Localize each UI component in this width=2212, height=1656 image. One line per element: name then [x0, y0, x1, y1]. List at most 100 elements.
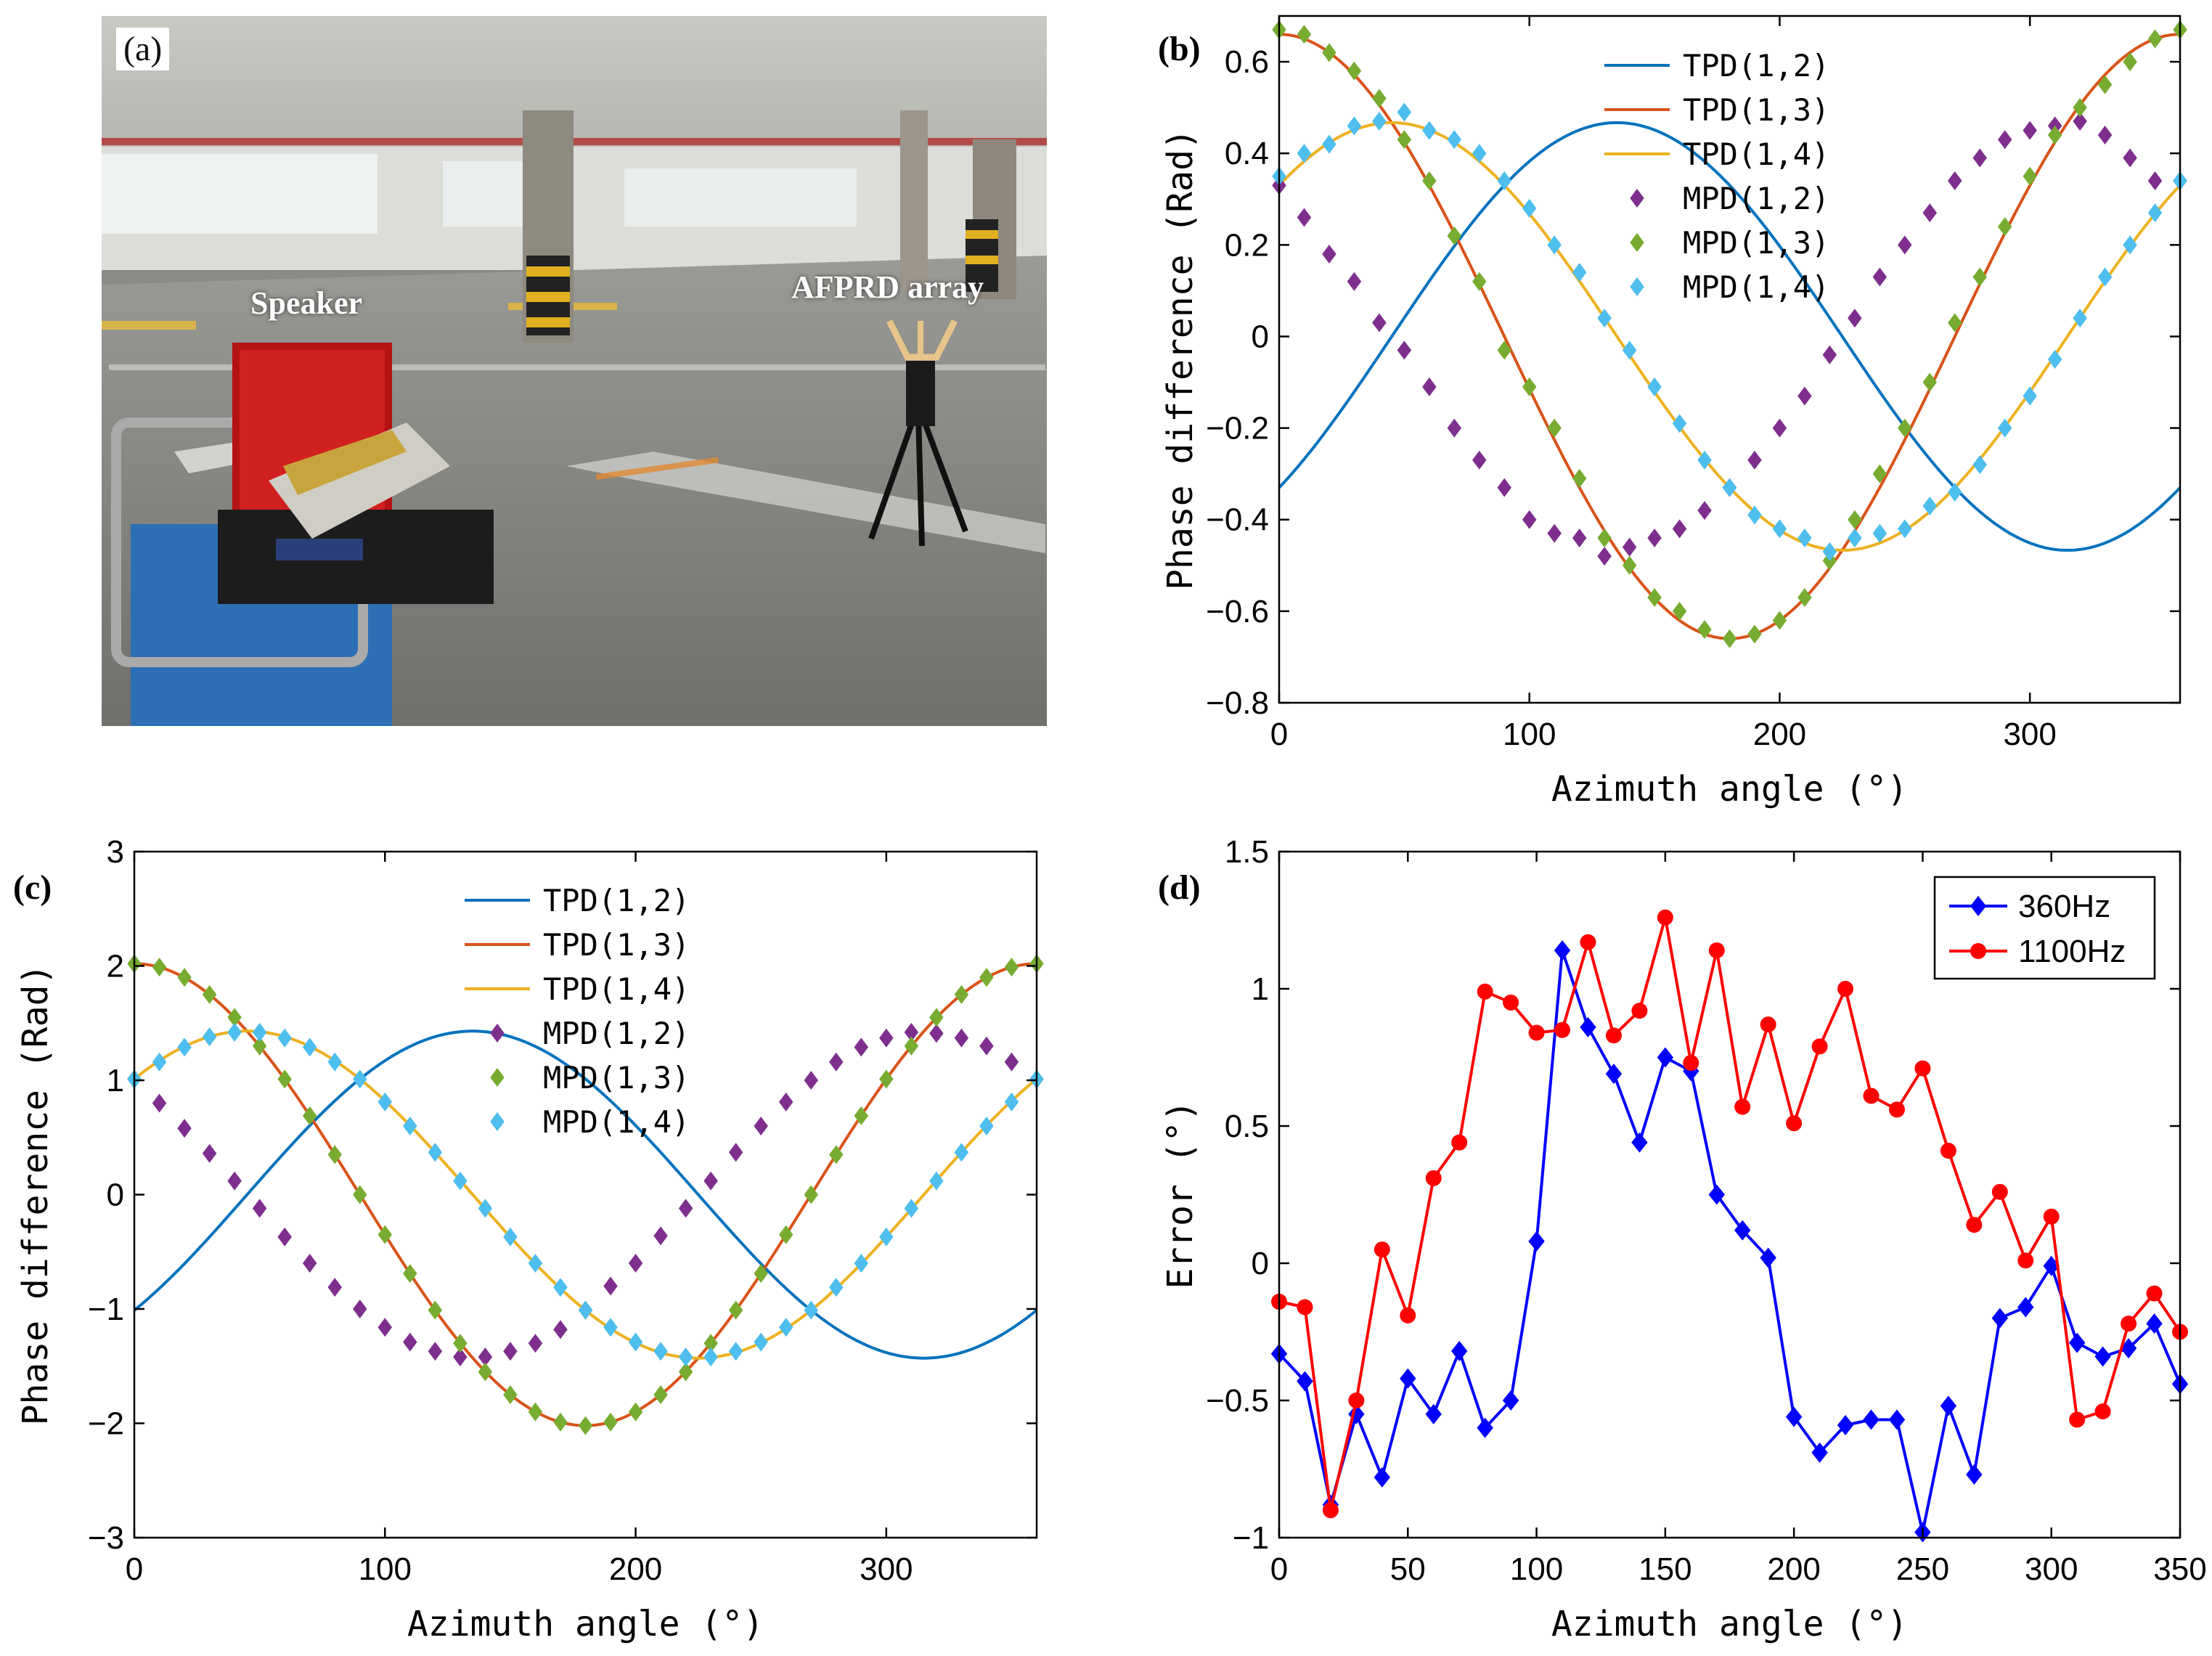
data-point-1100Hz	[1348, 1392, 1365, 1408]
y-tick-label: −0.5	[1206, 1383, 1269, 1419]
data-point-1100Hz	[1605, 1027, 1622, 1044]
data-point-MPD(1,3)	[578, 1416, 593, 1435]
data-point-MPD(1,4)	[2073, 309, 2087, 328]
series-line-TPD(1,4)	[133, 1029, 1038, 1360]
legend-label-MPD(1,2): MPD(1,2)	[1683, 181, 1829, 216]
data-point-MPD(1,4)	[1898, 519, 1912, 539]
y-tick-label: −3	[88, 1520, 124, 1556]
data-point-360Hz	[1863, 1409, 1880, 1430]
legend-label-MPD(1,3): MPD(1,3)	[1683, 225, 1829, 261]
data-point-MPD(1,4)	[2097, 267, 2113, 287]
data-point-1100Hz	[1786, 1115, 1803, 1132]
data-point-360Hz	[2094, 1346, 2111, 1367]
data-point-MPD(1,2)	[804, 1071, 818, 1090]
data-point-MPD(1,3)	[1597, 528, 1612, 547]
data-point-360Hz	[1940, 1395, 1957, 1416]
data-point-MPD(1,4)	[227, 1022, 242, 1042]
legend-marker-MPD(1,3)	[1630, 233, 1644, 252]
data-point-MPD(1,2)	[854, 1037, 869, 1057]
data-point-360Hz	[2068, 1332, 2086, 1353]
data-point-MPD(1,2)	[428, 1342, 443, 1361]
data-point-MPD(1,2)	[553, 1320, 568, 1339]
data-point-MPD(1,3)	[754, 1264, 768, 1284]
data-point-MPD(1,4)	[2147, 203, 2163, 223]
legend-marker-360Hz	[1970, 896, 1986, 916]
data-point-MPD(1,4)	[1322, 134, 1336, 154]
data-point-MPD(1,2)	[152, 1093, 167, 1113]
y-tick-label: −0.4	[1206, 502, 1269, 538]
data-point-MPD(1,2)	[1347, 272, 1362, 291]
data-point-360Hz	[1322, 1494, 1339, 1515]
data-point-MPD(1,3)	[1948, 313, 1962, 333]
plot-frame	[133, 850, 1038, 1539]
data-point-MPD(1,2)	[1898, 235, 1912, 255]
data-point-360Hz	[1734, 1220, 1751, 1241]
x-tick-label: 100	[1503, 717, 1556, 752]
data-point-MPD(1,3)	[1497, 340, 1511, 360]
experiment-photo	[102, 16, 1047, 726]
data-point-MPD(1,3)	[1797, 587, 1812, 607]
data-point-1100Hz	[1734, 1098, 1751, 1115]
data-point-MPD(1,2)	[1272, 176, 1286, 195]
data-point-MPD(1,4)	[1722, 478, 1737, 497]
y-tick-label: 0	[1252, 319, 1269, 354]
data-point-1100Hz	[1966, 1217, 1983, 1233]
data-point-MPD(1,3)	[804, 1185, 818, 1204]
data-point-MPD(1,3)	[152, 958, 167, 977]
data-point-MPD(1,4)	[1848, 528, 1862, 547]
data-point-MPD(1,2)	[1647, 528, 1662, 547]
data-point-MPD(1,3)	[2147, 29, 2163, 49]
series-line-TPD(1,2)	[133, 1029, 1038, 1360]
legend-label-360Hz: 360Hz	[2018, 889, 2110, 924]
data-point-MPD(1,3)	[1004, 958, 1019, 977]
data-point-MPD(1,4)	[1447, 130, 1462, 150]
data-point-MPD(1,4)	[152, 1052, 167, 1072]
legend-label-TPD(1,3): TPD(1,3)	[543, 927, 690, 963]
data-point-MPD(1,3)	[403, 1264, 417, 1284]
data-point-MPD(1,4)	[127, 1069, 142, 1089]
data-point-MPD(1,3)	[1472, 272, 1487, 291]
data-point-MPD(1,3)	[854, 1106, 869, 1125]
data-point-MPD(1,3)	[1848, 510, 1862, 529]
data-point-MPD(1,3)	[954, 984, 969, 1004]
data-point-MPD(1,3)	[1422, 171, 1437, 191]
data-point-MPD(1,3)	[177, 968, 192, 987]
plot-frame	[1278, 15, 2182, 704]
data-point-MPD(1,2)	[1497, 478, 1511, 497]
x-tick-label: 0	[126, 1551, 143, 1587]
data-point-MPD(1,2)	[1422, 377, 1437, 396]
data-point-1100Hz	[1451, 1134, 1468, 1151]
data-point-MPD(1,4)	[1822, 542, 1837, 561]
data-point-360Hz	[1528, 1231, 1545, 1252]
data-point-MPD(1,3)	[1697, 620, 1712, 640]
data-point-360Hz	[1914, 1522, 1931, 1543]
data-point-MPD(1,3)	[1522, 377, 1537, 396]
data-point-MPD(1,2)	[954, 1028, 969, 1048]
panel-a-label: (a)	[116, 28, 170, 70]
data-point-MPD(1,3)	[1898, 418, 1912, 438]
y-axis-label: Phase difference (Rad)	[15, 964, 56, 1426]
data-point-MPD(1,3)	[1822, 551, 1837, 571]
data-point-MPD(1,3)	[778, 1225, 793, 1244]
x-tick-label: 200	[609, 1551, 662, 1587]
series-line-360Hz	[1278, 950, 2182, 1533]
data-point-1100Hz	[2017, 1252, 2034, 1269]
data-point-MPD(1,3)	[302, 1106, 317, 1125]
legend-label-MPD(1,2): MPD(1,2)	[543, 1016, 690, 1051]
y-tick-label: 0	[107, 1178, 124, 1213]
afprd-array-label: AFPRD array	[791, 269, 984, 305]
x-tick-label: 300	[860, 1551, 913, 1587]
data-point-MPD(1,4)	[854, 1254, 869, 1273]
data-point-MPD(1,4)	[353, 1069, 367, 1089]
data-point-360Hz	[1708, 1184, 1725, 1205]
data-point-MPD(1,4)	[979, 1117, 994, 1135]
data-point-MPD(1,4)	[1647, 377, 1662, 396]
data-point-360Hz	[1554, 940, 1571, 961]
legend-label-MPD(1,3): MPD(1,3)	[543, 1060, 690, 1096]
legend-marker-MPD(1,2)	[1630, 189, 1644, 208]
data-point-MPD(1,2)	[1029, 1069, 1044, 1089]
data-point-1100Hz	[1657, 909, 1673, 926]
data-point-MPD(1,2)	[2147, 171, 2163, 191]
series-line-TPD(1,4)	[1278, 121, 2182, 552]
data-point-360Hz	[1966, 1464, 1983, 1485]
